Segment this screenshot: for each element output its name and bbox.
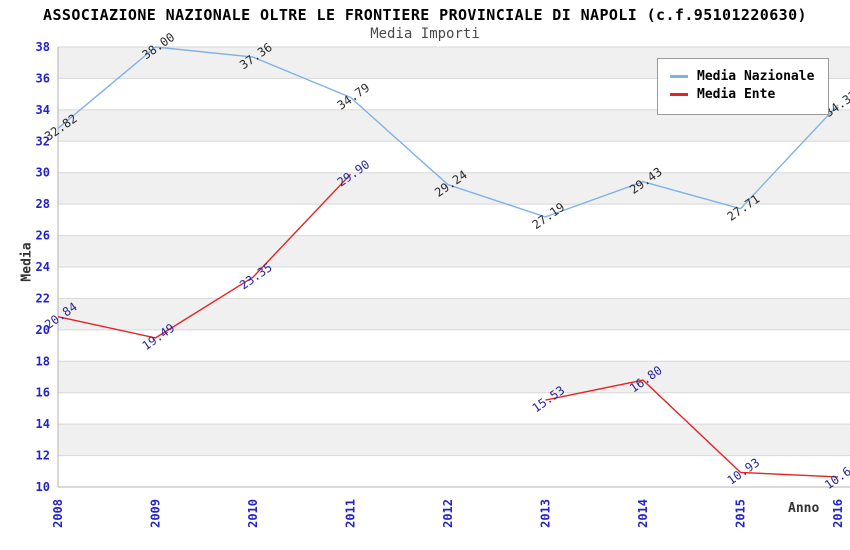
x-tick-label: 2014 (636, 499, 650, 528)
chart-subtitle: Media Importi (370, 26, 480, 42)
plot-band (58, 361, 850, 393)
legend: Media Nazionale Media Ente (657, 58, 830, 115)
point-label: 34.79 (335, 80, 373, 112)
point-label: 27.19 (530, 200, 568, 232)
x-tick-label: 2010 (246, 499, 260, 528)
x-tick-label: 2012 (441, 499, 455, 528)
y-tick-label: 10 (36, 480, 50, 494)
plot-band (58, 298, 850, 330)
y-axis-title: Media (19, 242, 35, 282)
x-tick-label: 2009 (149, 499, 163, 528)
x-tick-label: 2008 (51, 499, 65, 528)
y-tick-label: 38 (36, 40, 50, 54)
y-tick-label: 18 (36, 354, 50, 368)
y-tick-label: 28 (36, 197, 50, 211)
y-tick-label: 30 (36, 166, 50, 180)
x-tick-label: 2011 (344, 499, 358, 528)
legend-swatch-nazionale-icon (670, 75, 688, 78)
y-tick-label: 16 (36, 386, 50, 400)
plot-band (58, 235, 850, 267)
point-label: 10.93 (725, 455, 763, 487)
y-tick-label: 34 (36, 103, 50, 117)
plot-band (58, 109, 850, 142)
plot-band (58, 424, 850, 456)
chart-title: ASSOCIAZIONE NAZIONALE OLTRE LE FRONTIER… (43, 6, 807, 24)
y-tick-label: 20 (36, 323, 50, 337)
legend-label-nazionale: Media Nazionale (697, 69, 815, 84)
y-tick-label: 26 (36, 229, 50, 243)
series-line-1 (57, 173, 839, 478)
x-tick-label: 2015 (734, 499, 748, 528)
y-tick-label: 32 (36, 134, 50, 148)
legend-item-media-nazionale: Media Nazionale (670, 69, 814, 84)
y-tick-label: 36 (36, 71, 50, 85)
legend-item-media-ente: Media Ente (670, 87, 814, 102)
y-tick-label: 14 (36, 417, 50, 431)
y-tick-label: 22 (36, 291, 50, 305)
series-line-0 (57, 46, 839, 218)
plot-band (58, 172, 850, 205)
legend-swatch-ente-icon (670, 93, 688, 96)
x-tick-label: 2013 (539, 499, 553, 528)
y-tick-label: 12 (36, 449, 50, 463)
legend-label-ente: Media Ente (697, 87, 776, 102)
x-tick-label: 2016 (831, 499, 845, 528)
x-axis-title: Anno (788, 501, 820, 516)
y-tick-label: 24 (36, 260, 50, 274)
